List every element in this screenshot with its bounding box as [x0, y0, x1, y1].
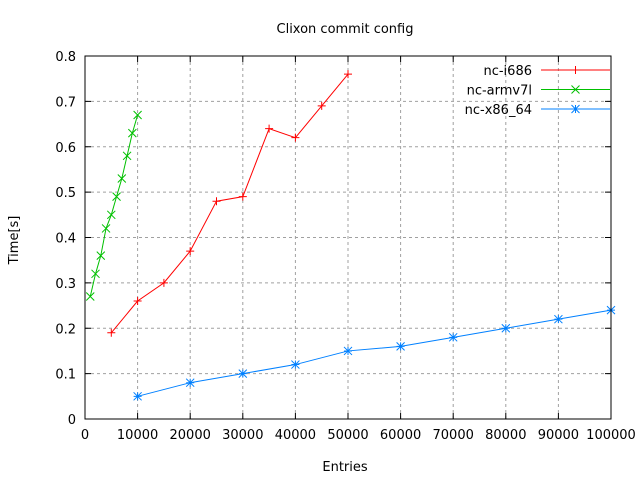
- series-line: [137, 309, 612, 397]
- data-point: [265, 124, 274, 133]
- x-tick-label: 40000: [275, 428, 316, 443]
- x-tick-label: 50000: [327, 428, 368, 443]
- data-point: [133, 110, 142, 120]
- series: [85, 70, 616, 401]
- x-tick-label: 30000: [222, 428, 263, 443]
- data-point: [127, 128, 137, 138]
- x-tick-label: 70000: [433, 428, 474, 443]
- data-point: [85, 292, 95, 301]
- data-point: [96, 251, 106, 261]
- data-point: [344, 70, 352, 79]
- y-tick-label: 0: [68, 413, 76, 428]
- x-tick-label: 20000: [170, 428, 211, 443]
- data-point: [238, 369, 248, 378]
- x-tick-label: 60000: [380, 428, 421, 443]
- series-line: [89, 114, 139, 297]
- data-point: [291, 360, 300, 369]
- x-tick-label: 90000: [538, 428, 579, 443]
- legend-label: nc-i686: [483, 64, 532, 79]
- data-point: [91, 269, 100, 279]
- data-point: [159, 278, 168, 287]
- grid: [85, 56, 611, 419]
- y-axis-label: Time[s]: [7, 216, 22, 266]
- y-tick-label: 0.1: [55, 368, 76, 383]
- x-tick-label: 80000: [485, 428, 526, 443]
- data-point: [107, 328, 116, 337]
- data-point: [185, 378, 195, 388]
- data-point: [571, 66, 580, 74]
- y-tick-label: 0.6: [55, 141, 76, 156]
- y-tick-label: 0.8: [55, 50, 76, 65]
- chart-title: Clixon commit config: [277, 22, 414, 37]
- y-tick-label: 0.2: [55, 322, 76, 337]
- data-point: [317, 101, 326, 110]
- legend-label: nc-armv7l: [467, 84, 532, 99]
- plot-frame: [84, 55, 612, 420]
- data-point: [571, 85, 580, 94]
- data-point: [501, 323, 511, 333]
- data-point: [238, 192, 247, 201]
- data-point: [101, 224, 111, 233]
- x-tick-label: 100000: [586, 428, 636, 443]
- data-point: [343, 346, 353, 356]
- data-point: [133, 391, 142, 401]
- x-axis-label: Entries: [322, 460, 368, 475]
- data-point: [117, 174, 127, 183]
- ticks: 0 10000 20000 30000 40000 50000 60000 70000 8000…: [55, 50, 636, 443]
- legend: nc-i686 nc-armv7l nc-x86_64: [465, 64, 610, 118]
- series-line: [110, 73, 349, 334]
- data-point: [122, 151, 132, 161]
- data-point: [554, 314, 563, 324]
- data-point: [106, 210, 116, 220]
- data-point: [133, 297, 142, 306]
- series-nc-i686: [107, 70, 352, 337]
- data-point: [448, 332, 458, 342]
- x-tick-label: 0: [81, 428, 89, 443]
- series-nc-armv7l: [85, 110, 142, 301]
- data-point: [212, 197, 221, 206]
- y-tick-label: 0.5: [55, 186, 76, 201]
- data-point: [571, 104, 580, 114]
- data-point: [291, 133, 300, 142]
- y-tick-label: 0.7: [55, 95, 76, 110]
- x-tick-label: 10000: [117, 428, 158, 443]
- data-point: [112, 192, 121, 202]
- series-nc-x86_64: [133, 305, 616, 401]
- data-point: [186, 247, 195, 256]
- data-point: [396, 342, 405, 351]
- legend-label: nc-x86_64: [465, 103, 532, 118]
- y-tick-label: 0.4: [55, 232, 76, 247]
- y-tick-label: 0.3: [55, 277, 76, 292]
